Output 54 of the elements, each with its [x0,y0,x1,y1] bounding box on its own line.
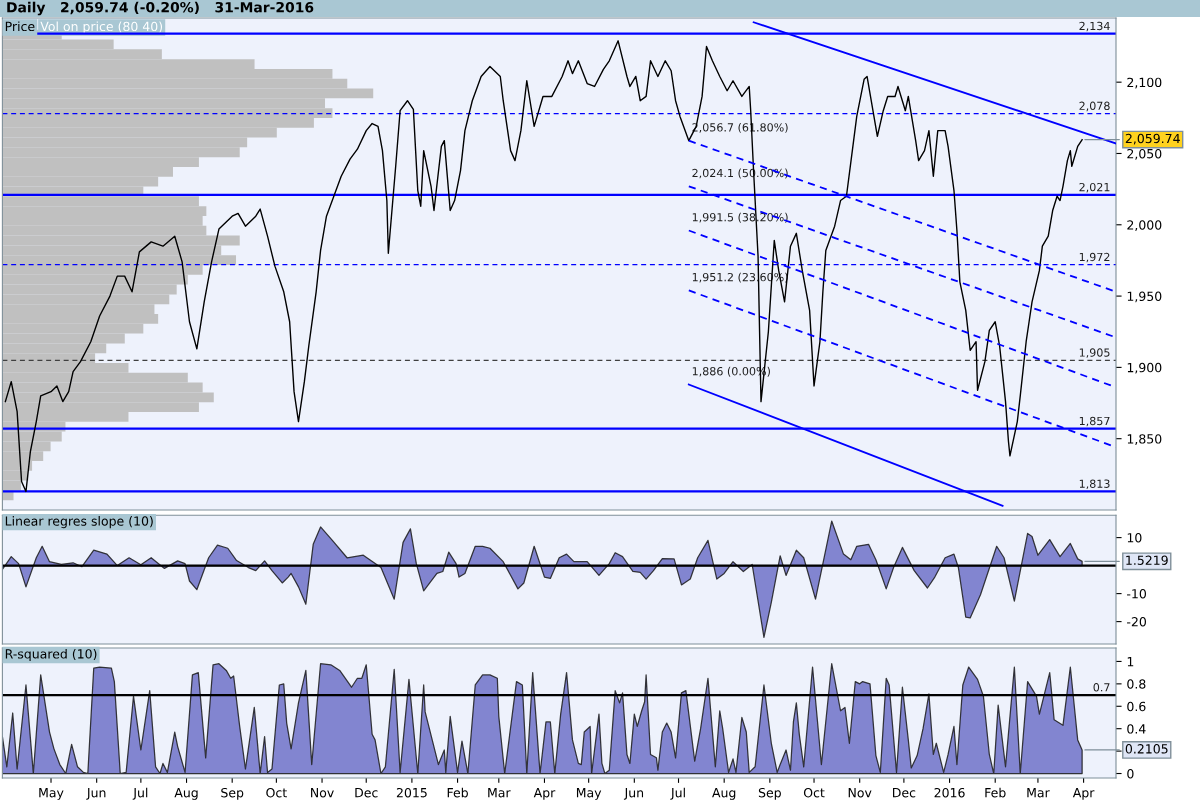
x-tick-label: Aug [174,788,198,800]
ref-line-label: 0.7 [1093,683,1110,692]
chart-title: Linear regres slope (10) [5,516,153,529]
x-tick-label: May [39,788,64,800]
x-tick-label: Feb [447,787,468,798]
y-tick-label: 2,050 [1127,148,1162,160]
x-tick-label: Aug [712,788,736,800]
y-tick-label: 2,100 [1127,77,1162,89]
x-tick-label: Mar [488,788,511,798]
ref-line-label: 2,021 [1079,182,1110,193]
ref-line-label: 2,078 [1079,101,1110,112]
ref-line-label: 1,905 [1079,348,1110,358]
y-tick-label: 2,000 [1127,220,1162,231]
y-tick-label: -10 [1127,589,1146,599]
x-tick-label: Sep [221,787,244,800]
y-tick-label: 0.8 [1127,679,1146,689]
y-tick-label: 0.4 [1127,724,1146,734]
ref-line-label: 1,813 [1079,479,1110,490]
x-tick-label: 2016 [934,787,965,798]
ref-line-label: 2,134 [1079,21,1110,32]
x-tick-label: Oct [803,787,825,798]
y-tick-label: 1,850 [1127,434,1162,445]
x-tick-label: Oct [266,787,287,798]
chart-subtitle: Price [5,21,35,32]
x-tick-label: Feb [985,787,1006,798]
y-tick-label: 1 [1127,657,1134,667]
x-tick-label: Jul [670,787,685,800]
y-tick-label: 10 [1127,533,1142,543]
x-tick-label: Nov [848,788,872,798]
chart-title: Vol on price (80 40) [40,21,163,34]
annotation: 1.5219 [1126,555,1168,565]
x-tick-label: Dec [355,788,378,798]
x-tick-label: Jun [86,788,106,800]
x-tick-label: Sep [758,787,781,800]
y-tick-label: 1,900 [1127,362,1162,374]
chart-title: R-squared (10) [5,648,97,662]
x-tick-label: Jun [623,788,644,800]
y-tick-label: -20 [1127,617,1146,627]
x-tick-label: Dec [893,788,916,798]
ref-line-label: 1,972 [1079,252,1110,263]
y-tick-label: 1,950 [1127,291,1162,303]
annotation: 2,059.74 [1125,133,1180,145]
x-tick-label: May [576,788,602,800]
x-tick-label: Apr [1072,788,1095,800]
y-tick-label: 0.6 [1127,701,1146,712]
x-tick-label: Mar [1027,788,1050,798]
x-tick-label: Nov [311,788,334,798]
chart-title: Daily 2,059.74 (-0.20%) 31-Mar-2016 [7,1,314,16]
x-tick-label: 2015 [396,787,427,798]
ref-line-label: 1,857 [1079,416,1110,427]
y-tick-label: 0 [1127,768,1134,779]
annotation: 0.2105 [1125,744,1168,754]
x-tick-label: Apr [533,788,556,800]
x-tick-label: Jul [132,787,148,800]
